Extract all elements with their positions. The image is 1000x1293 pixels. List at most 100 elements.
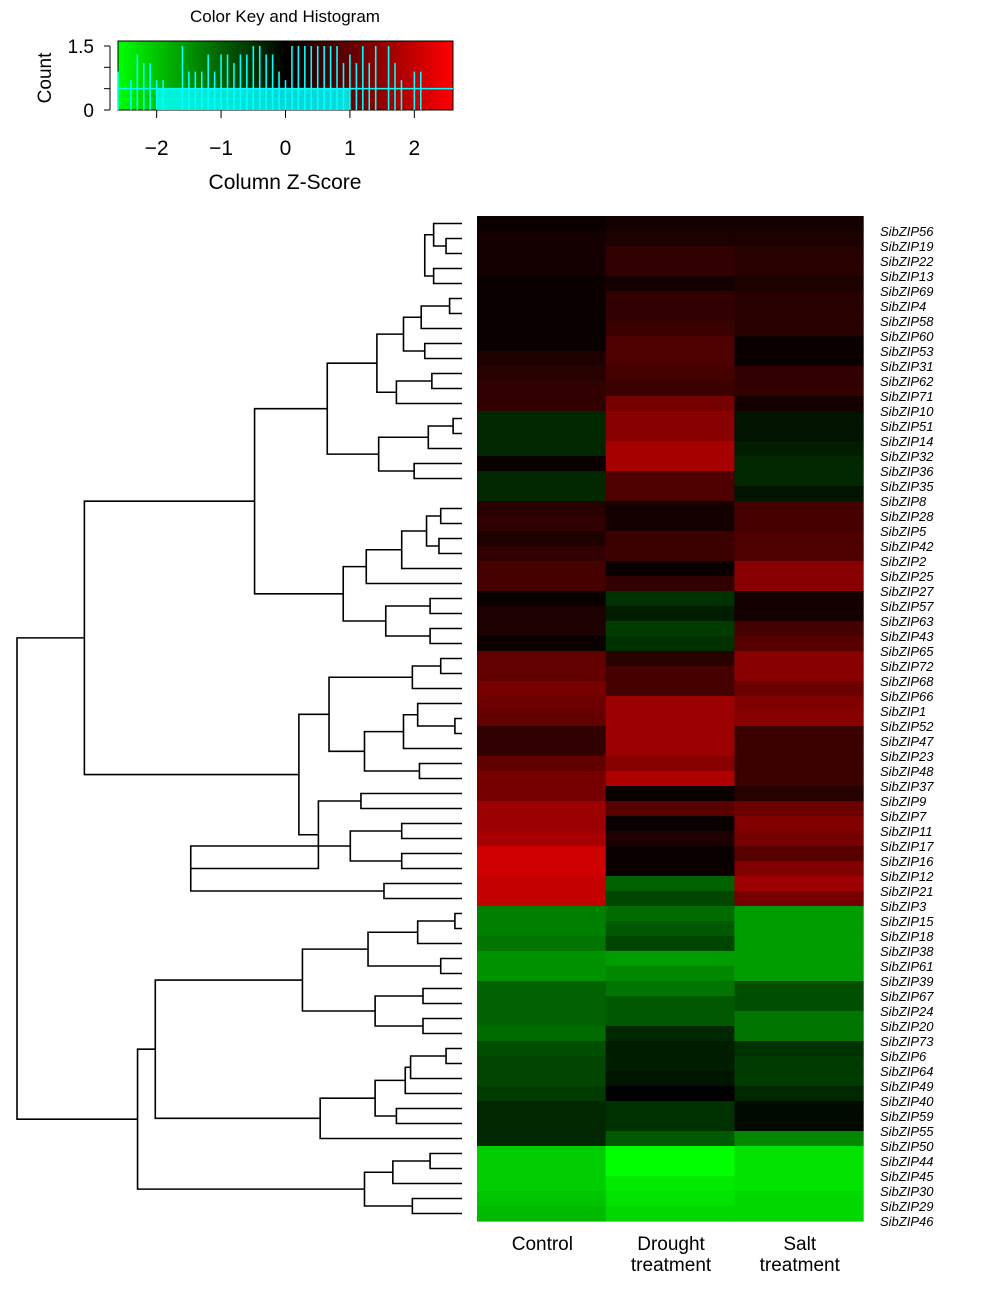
heatmap-cell (734, 936, 864, 952)
dendrogram-branch (420, 305, 462, 330)
heatmap-cell (605, 681, 735, 697)
dendrogram-branch (377, 436, 429, 472)
heatmap-cell (734, 1041, 864, 1057)
heatmap-cell (734, 501, 864, 517)
heatmap-cell (605, 531, 735, 547)
color-key-title: Color Key and Histogram (190, 7, 380, 26)
row-label: SibZIP2 (880, 554, 927, 569)
key-y-tick-label: 1.5 (68, 37, 94, 58)
heatmap-cell (734, 1161, 864, 1177)
heatmap-cell (605, 336, 735, 352)
dendrogram-branch (425, 515, 441, 547)
heatmap-cell (605, 561, 735, 577)
heatmap-cell (477, 1041, 607, 1057)
heatmap-cells (477, 216, 864, 1222)
heatmap-cell (477, 651, 607, 667)
heatmap-cell (477, 696, 607, 712)
row-label: SibZIP31 (880, 359, 933, 374)
row-label: SibZIP35 (880, 479, 934, 494)
row-label: SibZIP25 (880, 569, 934, 584)
heatmap-cell (605, 936, 735, 952)
column-label: Salt treatment (760, 1234, 841, 1276)
heatmap-cell (734, 726, 864, 742)
dendrogram-branch (422, 1017, 462, 1035)
heatmap-cell (477, 981, 607, 997)
dendrogram-branch (448, 297, 462, 315)
heatmap-cell (734, 696, 864, 712)
heatmap-cell (734, 996, 864, 1012)
heatmap-cell (477, 1101, 607, 1117)
dendrogram-branch (404, 1066, 462, 1095)
dendrogram-branch (392, 1160, 462, 1185)
dendrogram-branch (432, 267, 462, 285)
heatmap-cell (477, 1206, 607, 1222)
heatmap-cell (605, 666, 735, 682)
color-key-xlabel: Column Z-Score (209, 171, 362, 194)
heatmap-cell (477, 621, 607, 637)
row-label: SibZIP47 (880, 734, 934, 749)
column-label: Drought treatment (631, 1234, 712, 1276)
row-label: SibZIP37 (880, 779, 934, 794)
heatmap-cell (605, 381, 735, 397)
heatmap-cell (734, 756, 864, 772)
row-label: SibZIP29 (880, 1199, 933, 1214)
heatmap-cell (734, 606, 864, 622)
heatmap-cell (734, 411, 864, 427)
heatmap-cell (734, 471, 864, 487)
heatmap-cell (734, 771, 864, 787)
heatmap-cell (605, 996, 735, 1012)
heatmap-cell (734, 876, 864, 892)
heatmap-cell (734, 306, 864, 322)
heatmap-cell (605, 621, 735, 637)
heatmap-cell (605, 711, 735, 727)
heatmap-cell (734, 1131, 864, 1147)
row-label: SibZIP21 (880, 884, 933, 899)
heatmap-cell (477, 846, 607, 862)
heatmap-cell (605, 876, 735, 892)
heatmap-cell (734, 276, 864, 292)
dendrogram-branch (411, 665, 462, 690)
row-label: SibZIP43 (880, 629, 934, 644)
dendrogram-branch (409, 1055, 462, 1080)
dendrogram-branch (365, 548, 462, 585)
heatmap-cell (605, 846, 735, 862)
dendrogram-branch (360, 792, 462, 810)
heatmap-cell (734, 951, 864, 967)
heatmap-cell (477, 291, 607, 307)
dendrogram-branch (395, 380, 462, 405)
dendrogram-branch (342, 565, 386, 622)
row-label: SibZIP51 (880, 419, 933, 434)
row-label: SibZIP23 (880, 749, 934, 764)
heatmap-cell (605, 426, 735, 442)
heatmap-cell (605, 651, 735, 667)
dendrogram-branch (154, 979, 321, 1120)
heatmap-cell (477, 1116, 607, 1132)
heatmap-cell (477, 576, 607, 592)
row-label: SibZIP9 (880, 794, 926, 809)
row-label: SibZIP58 (880, 314, 934, 329)
heatmap-cell (605, 291, 735, 307)
heatmap-cell (477, 546, 607, 562)
dendrogram-branch (432, 222, 462, 247)
row-label: SibZIP67 (880, 989, 934, 1004)
dendrogram-branch (328, 676, 413, 753)
row-label: SibZIP17 (880, 839, 934, 854)
dendrogram-branch (349, 830, 402, 862)
heatmap-cell (734, 891, 864, 907)
row-label: SibZIP69 (880, 284, 933, 299)
heatmap-cell (605, 816, 735, 832)
color-key: Color Key and Histogram −2 −1 0 1 2 0 1.5 Colu… (35, 7, 454, 194)
dendrogram-branch (363, 1171, 413, 1207)
dendrogram-branch (439, 957, 462, 975)
dendrogram-branch (298, 713, 330, 836)
row-label: SibZIP36 (880, 464, 934, 479)
row-label: SibZIP50 (880, 1139, 934, 1154)
heatmap-cell (734, 966, 864, 982)
heatmap-cell (734, 231, 864, 247)
dendrogram-branch (454, 912, 462, 930)
heatmap-cell (477, 561, 607, 577)
heatmap-cell (734, 1026, 864, 1042)
dendrogram-branch (395, 1107, 462, 1125)
heatmap-cell (734, 636, 864, 652)
